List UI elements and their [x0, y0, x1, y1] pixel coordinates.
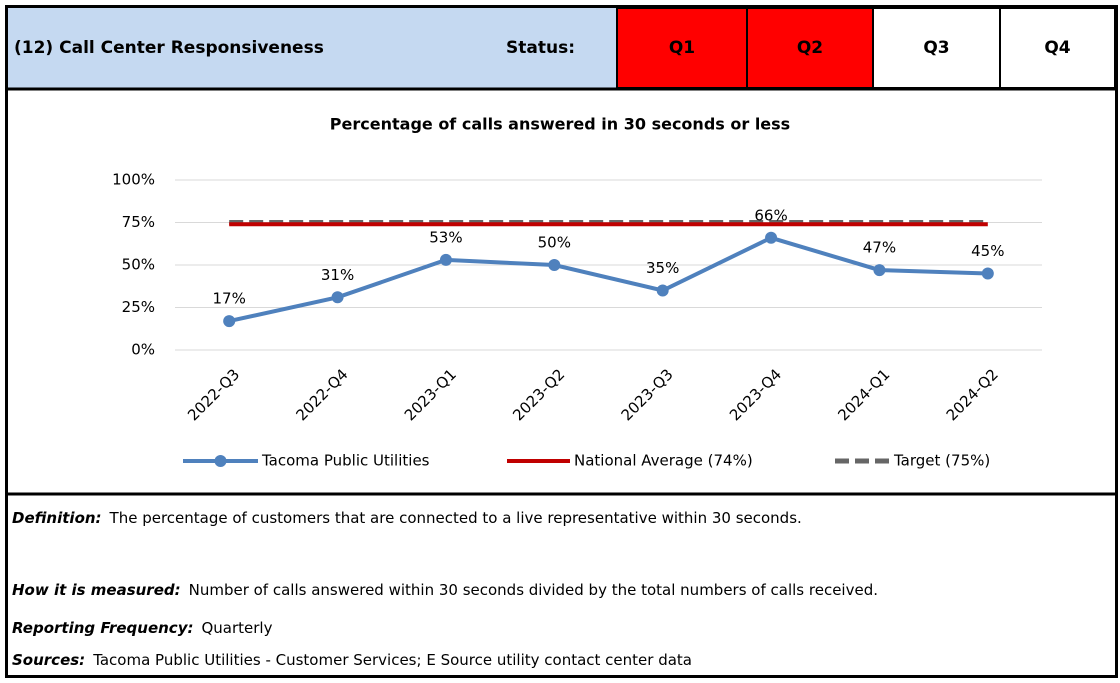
data-label: 17% [213, 290, 246, 308]
point [656, 284, 669, 297]
note: How it is measured: Number of calls answe… [12, 581, 878, 599]
point [765, 231, 778, 244]
point [223, 315, 236, 328]
status-cell [999, 7, 1116, 89]
note-text: Number of calls answered within 30 secon… [189, 581, 878, 599]
data-label: 31% [321, 266, 354, 284]
note-label: How it is measured: [12, 581, 181, 599]
legend-marker [214, 455, 227, 467]
chart-title: Percentage of calls answered in 30 secon… [330, 115, 790, 134]
border [5, 5, 1118, 678]
data-label: 35% [646, 259, 679, 277]
status-quarter: Q1 [669, 38, 695, 58]
status-quarter: Q4 [1044, 38, 1070, 58]
y-tick-label: 75% [122, 213, 155, 231]
data-label: 53% [429, 228, 462, 246]
status-cell [746, 7, 874, 89]
status-cell [872, 7, 1001, 89]
legend-label: National Average (74%) [574, 452, 753, 470]
note-text: The percentage of customers that are con… [109, 509, 802, 527]
y-tick-label: 25% [122, 298, 155, 316]
y-tick-label: 50% [122, 256, 155, 274]
series-line [228, 235, 988, 324]
y-tick-label: 0% [131, 341, 155, 359]
point [873, 264, 886, 277]
note: Sources: Tacoma Public Utilities - Custom… [12, 651, 692, 669]
y-tick-label: 100% [112, 171, 155, 189]
status-quarter: Q2 [797, 38, 823, 58]
note-text: Tacoma Public Utilities - Customer Servi… [92, 651, 692, 669]
data-label: 50% [538, 234, 571, 252]
data-label: 66% [754, 206, 787, 224]
title-cell [8, 8, 617, 88]
report-title: (12) Call Center Responsiveness [14, 38, 324, 58]
status-cell [616, 7, 748, 89]
point [331, 291, 344, 304]
status-quarter: Q3 [923, 38, 949, 58]
note-text: Quarterly [201, 619, 272, 637]
note-label: Reporting Frequency: [12, 619, 193, 637]
note: Reporting Frequency: Quarterly [12, 619, 273, 637]
legend-label: Target (75%) [893, 452, 990, 470]
note-label: Definition: [12, 509, 102, 527]
data-label: 47% [863, 239, 896, 257]
point [548, 259, 561, 271]
legend-label: Tacoma Public Utilities [261, 452, 430, 470]
data-label: 45% [971, 242, 1004, 260]
note: Definition: The percentage of customers t… [12, 509, 802, 527]
note-label: Sources: [12, 651, 85, 669]
point [439, 253, 452, 266]
point [981, 267, 994, 280]
status-label: Status: [506, 38, 575, 58]
